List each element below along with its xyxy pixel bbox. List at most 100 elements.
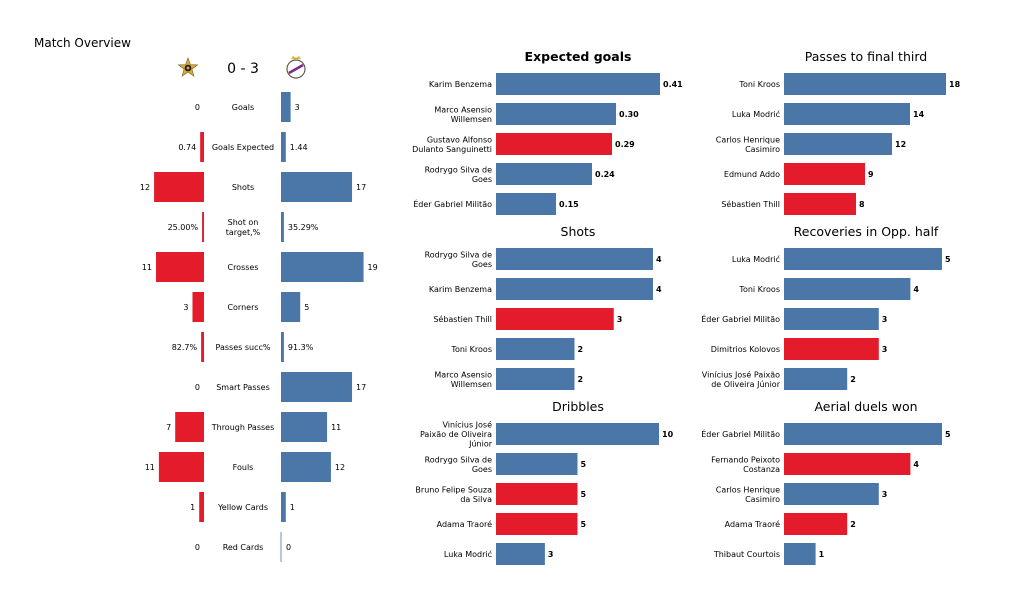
real-madrid-crest-icon bbox=[286, 56, 306, 79]
panel-row: Toni Kroos 2 bbox=[450, 338, 583, 360]
player-label: Toni Kroos bbox=[738, 285, 780, 294]
value-bar bbox=[784, 543, 816, 565]
value-bar bbox=[784, 308, 879, 330]
value-bar bbox=[784, 483, 879, 505]
player-label: Karim Benzema bbox=[429, 285, 492, 294]
value-label: 3 bbox=[617, 315, 623, 324]
player-label: Vinícius José Paixão de Oliveira Júnior bbox=[420, 420, 493, 449]
panel-row: Rodrygo Silva de Goes 5 bbox=[425, 453, 587, 475]
value-label: 10 bbox=[662, 430, 674, 439]
value-label: 5 bbox=[581, 460, 587, 469]
panel-row: Sébastien Thill 3 bbox=[433, 308, 622, 330]
panel-title: Shots bbox=[561, 224, 596, 239]
value-bar bbox=[784, 103, 910, 125]
panel-row: Vinícius José Paixão de Oliveira Júnior 2 bbox=[702, 368, 856, 390]
away-bar bbox=[281, 292, 301, 322]
value-label: 2 bbox=[578, 345, 584, 354]
away-bar bbox=[281, 332, 284, 362]
value-bar bbox=[496, 543, 545, 565]
value-bar bbox=[496, 248, 653, 270]
panel-row: Carlos Henrique Casimiro 12 bbox=[716, 133, 906, 155]
panel-row: Éder Gabriel Militão 0.15 bbox=[413, 193, 579, 215]
panel-recoveries-in-opp-half: Recoveries in Opp. half Luka Modrić 5 Toni … bbox=[701, 224, 951, 390]
panel-title: Dribbles bbox=[552, 399, 604, 414]
away-value: 91.3% bbox=[288, 343, 314, 352]
player-label: Marco Asensio Willemsen bbox=[434, 370, 492, 389]
value-label: 4 bbox=[913, 285, 919, 294]
away-value: 11 bbox=[331, 423, 341, 432]
value-label: 5 bbox=[945, 430, 951, 439]
panel-passes-to-final-third: Passes to final third Toni Kroos 18 Luka Mo… bbox=[716, 49, 961, 215]
home-value: 11 bbox=[142, 263, 152, 272]
stat-label: Fouls bbox=[233, 463, 254, 472]
value-label: 0.30 bbox=[619, 110, 639, 119]
value-label: 1 bbox=[819, 550, 825, 559]
away-bar bbox=[281, 452, 331, 482]
value-label: 3 bbox=[548, 550, 554, 559]
away-bar bbox=[281, 412, 328, 442]
player-label: Éder Gabriel Militão bbox=[701, 313, 780, 324]
away-value: 1 bbox=[290, 503, 295, 512]
stat-label: Passes succ% bbox=[216, 343, 271, 352]
match-score: 0 - 3 bbox=[227, 61, 259, 77]
value-bar bbox=[784, 338, 879, 360]
value-bar bbox=[784, 423, 942, 445]
value-bar bbox=[496, 483, 578, 505]
value-bar bbox=[496, 73, 660, 95]
value-bar bbox=[784, 368, 848, 390]
value-label: 9 bbox=[868, 170, 874, 179]
panel-row: Edmund Addo 9 bbox=[724, 163, 874, 185]
panel-row: Dimitrios Kolovos 3 bbox=[711, 338, 888, 360]
value-label: 3 bbox=[882, 315, 888, 324]
stat-label: Corners bbox=[227, 303, 258, 312]
overview-row-goals-expected: Goals Expected 0.74 1.44 bbox=[178, 132, 308, 162]
panel-row: Gustavo Alfonso Dulanto Sanguinetti 0.29 bbox=[412, 133, 635, 155]
stat-label: Smart Passes bbox=[216, 383, 270, 392]
player-label: Rodrygo Silva de Goes bbox=[425, 165, 492, 184]
panel-row: Karim Benzema 4 bbox=[429, 278, 662, 300]
away-value: 1.44 bbox=[290, 143, 308, 152]
overview-row-corners: Corners 3 5 bbox=[183, 292, 309, 322]
panel-dribbles: Dribbles Vinícius José Paixão de Oliveira J… bbox=[415, 399, 674, 565]
value-label: 0.24 bbox=[595, 170, 615, 179]
sheriff-crest-icon bbox=[177, 57, 199, 77]
overview-row-smart-passes: Smart Passes 0 17 bbox=[195, 372, 366, 402]
panel-row: Rodrygo Silva de Goes 0.24 bbox=[425, 163, 615, 185]
panel-row: Bruno Felipe Souza da Silva 5 bbox=[415, 483, 587, 505]
value-bar bbox=[496, 103, 616, 125]
away-value: 12 bbox=[335, 463, 345, 472]
home-bar bbox=[199, 492, 204, 522]
home-bar bbox=[156, 252, 204, 282]
stat-label: Shots bbox=[232, 183, 254, 192]
player-label: Toni Kroos bbox=[738, 80, 780, 89]
value-bar bbox=[496, 308, 614, 330]
value-bar bbox=[496, 368, 575, 390]
value-label: 12 bbox=[895, 140, 906, 149]
stat-label: Goals bbox=[232, 103, 254, 112]
home-value: 25.00% bbox=[168, 223, 199, 232]
home-value: 7 bbox=[166, 423, 171, 432]
value-bar bbox=[784, 193, 856, 215]
home-bar bbox=[175, 412, 204, 442]
value-label: 3 bbox=[882, 345, 888, 354]
player-label: Gustavo Alfonso Dulanto Sanguinetti bbox=[412, 135, 492, 154]
stat-label: Goals Expected bbox=[212, 143, 274, 152]
away-bar bbox=[281, 132, 286, 162]
home-value: 0 bbox=[195, 543, 200, 552]
overview-row-goals: Goals 0 3 bbox=[195, 92, 300, 122]
panel-shots: Shots Rodrygo Silva de Goes 4 Karim Benzema 4… bbox=[425, 224, 662, 390]
player-label: Luka Modrić bbox=[732, 254, 780, 264]
panel-row: Fernando Peixoto Costanza 4 bbox=[711, 453, 919, 475]
value-bar bbox=[496, 163, 592, 185]
value-label: 4 bbox=[656, 285, 662, 294]
panel-row: Toni Kroos 4 bbox=[738, 278, 919, 300]
player-label: Edmund Addo bbox=[724, 170, 780, 179]
panel-expected-goals: Expected goals Karim Benzema 0.41 Marco Ase… bbox=[412, 49, 683, 215]
stat-label: Red Cards bbox=[223, 543, 264, 552]
panel-row: Toni Kroos 18 bbox=[738, 73, 961, 95]
panel-row: Luka Modrić 5 bbox=[732, 248, 951, 270]
player-label: Sébastien Thill bbox=[433, 314, 492, 324]
away-bar bbox=[281, 92, 291, 122]
value-label: 4 bbox=[656, 255, 662, 264]
